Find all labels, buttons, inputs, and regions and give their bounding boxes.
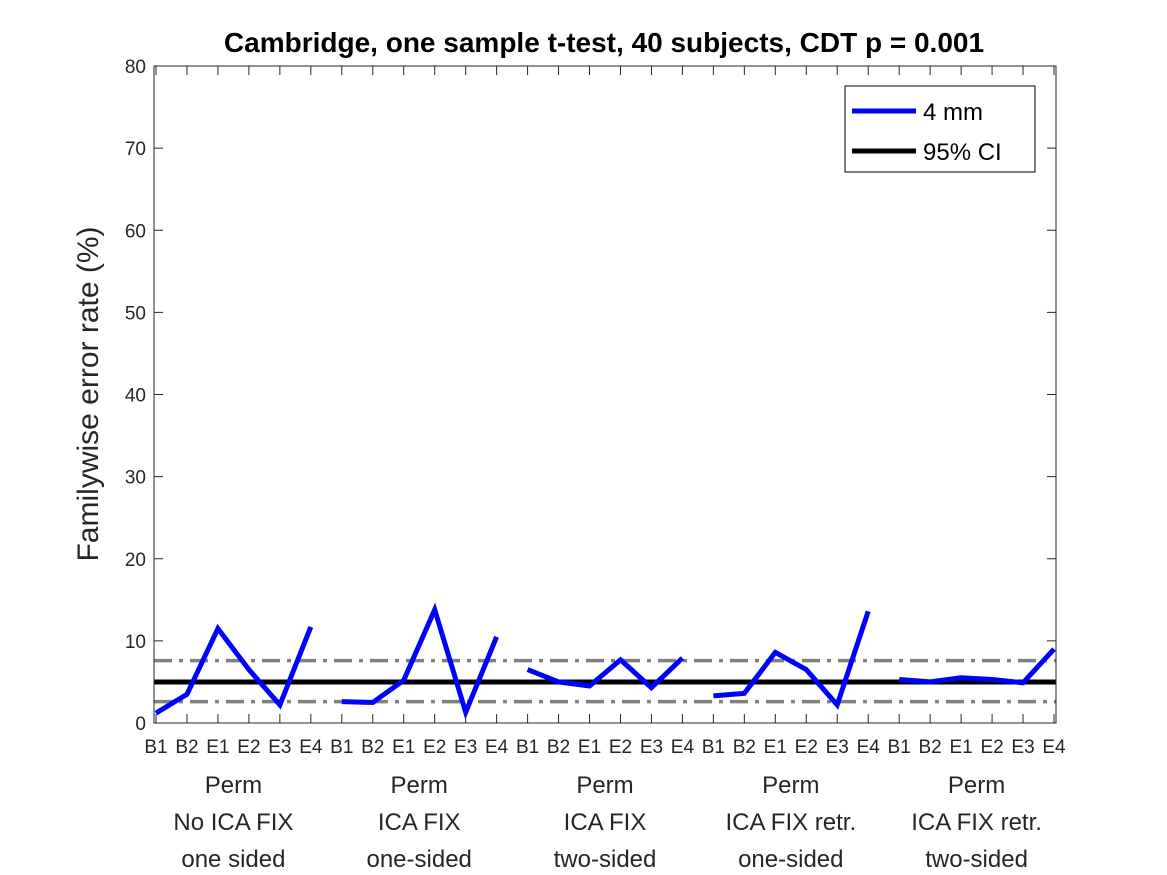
- y-tick-label: 40: [125, 386, 146, 407]
- x-tick-label: B1: [888, 737, 911, 758]
- group-label-line: ICA FIX retr.: [911, 809, 1042, 836]
- y-tick-label: 60: [125, 221, 146, 242]
- series-segment-group-4: [713, 610, 871, 710]
- x-tick-label: E3: [454, 737, 477, 758]
- group-label-line: two-sided: [925, 846, 1028, 873]
- group-label-line: one-sided: [738, 846, 843, 873]
- x-tick-label: E4: [485, 737, 509, 758]
- x-tick-label: B2: [175, 737, 198, 758]
- x-tick-label: E2: [980, 737, 1003, 758]
- x-tick-label: B1: [516, 737, 539, 758]
- y-tick-label: 70: [125, 139, 146, 160]
- legend-box: [844, 85, 1036, 173]
- x-tick-label: E3: [1011, 737, 1034, 758]
- x-tick-label: B1: [330, 737, 353, 758]
- x-tick-label: B1: [144, 737, 167, 758]
- x-tick-label: E4: [857, 737, 881, 758]
- x-tick-label: E1: [764, 737, 787, 758]
- group-label-line: ICA FIX: [564, 809, 647, 836]
- group-label-line: one sided: [181, 846, 285, 873]
- legend-label-4mm: 4 mm: [923, 99, 983, 126]
- series-lines: [154, 602, 1056, 720]
- x-tick-label: B2: [547, 737, 570, 758]
- y-tick-label: 0: [135, 714, 146, 735]
- x-tick-label: E4: [671, 737, 695, 758]
- legend: 4 mm 95% CI: [844, 85, 1036, 173]
- x-tick-label: E2: [795, 737, 818, 758]
- y-axis-label: Familywise error rate (%): [72, 226, 105, 561]
- x-tick-label: E4: [299, 737, 323, 758]
- group-label-line: two-sided: [554, 846, 657, 873]
- y-tick-label: 10: [125, 632, 146, 653]
- group-labels: Perm No ICA FIX one sided Perm ICA FIX one-si…: [173, 772, 1042, 873]
- legend-label-95ci: 95% CI: [923, 139, 1002, 166]
- series-segment-group-2: [341, 602, 499, 720]
- x-tick-label: E2: [237, 737, 260, 758]
- group-label-line: Perm: [205, 772, 262, 799]
- x-tick-label: E1: [206, 737, 229, 758]
- group-label-line: ICA FIX retr.: [725, 809, 856, 836]
- x-tick-label: B1: [702, 737, 725, 758]
- group-label-line: Perm: [391, 772, 448, 799]
- x-tick-label: E3: [826, 737, 849, 758]
- y-tick-label: 30: [125, 468, 146, 489]
- x-tick-label: B2: [919, 737, 942, 758]
- y-tick-label: 20: [125, 550, 146, 571]
- x-tick-label: E4: [1042, 737, 1066, 758]
- group-label-line: Perm: [948, 772, 1005, 799]
- y-tick-label: 50: [125, 303, 146, 324]
- x-tick-label: E2: [423, 737, 446, 758]
- x-tick-label: B2: [733, 737, 756, 758]
- x-tick-label: E1: [949, 737, 972, 758]
- x-tick-label: E2: [609, 737, 632, 758]
- axes: [153, 65, 1057, 724]
- group-label-line: No ICA FIX: [173, 809, 293, 836]
- group-label-line: one-sided: [366, 846, 471, 873]
- group-label-line: Perm: [576, 772, 633, 799]
- series-segment-group-3: [526, 656, 685, 692]
- x-tick-labels: B1 B2 E1 E2 E3 E4 B1 B2 E1 E2 E3 E4 B1 B2 E1 E2 E3 E4 B1 B2…: [144, 737, 1066, 758]
- x-tick-label: E1: [392, 737, 415, 758]
- x-tick-label: E3: [640, 737, 663, 758]
- group-label-line: Perm: [762, 772, 819, 799]
- x-tick-label: E3: [268, 737, 291, 758]
- series-segment-group-1: [154, 623, 314, 716]
- group-label-line: ICA FIX: [378, 809, 461, 836]
- series-segment-group-5: [899, 647, 1056, 686]
- y-tick-label: 80: [125, 57, 146, 78]
- x-tick-label: E1: [578, 737, 601, 758]
- y-tick-labels: 0 10 20 30 40 50 60 70 80: [125, 57, 146, 735]
- chart-title: Cambridge, one sample t-test, 40 subject…: [224, 27, 984, 58]
- x-tick-label: B2: [361, 737, 384, 758]
